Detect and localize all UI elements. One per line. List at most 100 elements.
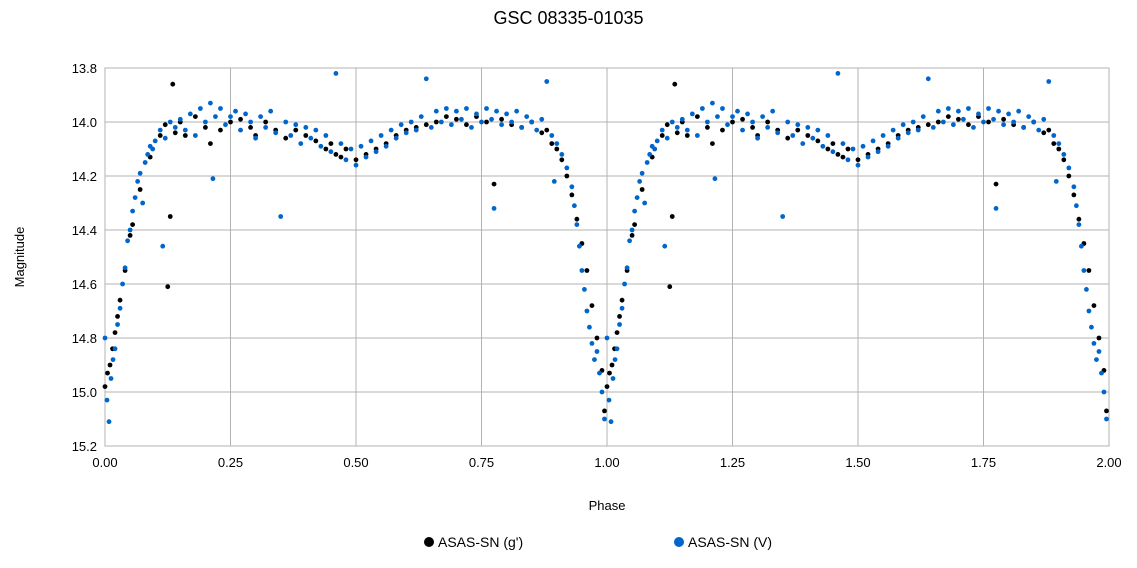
data-point-v [597,370,602,376]
data-point-v [1036,127,1042,133]
data-point-v [388,127,394,133]
data-point-v [594,349,600,354]
data-point-v [140,200,146,206]
data-point-g [710,141,715,147]
data-point-v [208,100,213,106]
data-point-g [602,408,607,414]
data-point-g [986,119,991,125]
data-point-g [454,116,459,122]
data-point-v [433,108,439,114]
x-tick-label: 0.25 [218,455,243,470]
data-point-g [182,133,188,138]
data-point-v [348,146,354,152]
data-point-v [182,127,188,133]
data-point-v [855,162,861,168]
data-point-v [172,125,178,130]
data-point-v [298,141,304,147]
data-point-v [152,138,158,144]
data-point-v [263,125,269,130]
data-point-v [587,324,592,330]
data-point-v [529,119,535,125]
data-point-v [679,116,685,122]
data-point-v [343,157,349,163]
data-point-v [820,143,826,149]
data-point-v [900,122,906,128]
y-tick-label: 15.2 [72,439,97,454]
data-point-g [617,314,622,319]
data-point-g [835,152,841,157]
data-point-v [443,106,449,111]
data-point-v [608,419,614,425]
data-point-v [735,108,740,114]
data-point-g [659,133,665,138]
data-point-v [1073,203,1079,209]
data-point-v [253,135,258,141]
data-point-v [602,416,607,422]
data-point-g [584,268,590,273]
data-point-g [672,81,678,87]
data-point-g [102,384,108,389]
data-point-g [328,141,334,147]
data-point-g [619,297,625,303]
data-point-g [248,125,253,130]
data-point-v [961,116,966,122]
data-point-v [664,135,670,141]
data-point-v [825,133,831,138]
data-point-g [815,138,821,144]
data-point-v [459,116,464,122]
legend-label-g: ASAS-SN (g') [438,534,524,550]
data-point-v [647,152,653,157]
data-point-v [644,160,650,165]
data-point-g [945,114,951,119]
data-point-v [403,130,409,136]
data-point-v [413,127,419,133]
data-point-v [1101,389,1107,395]
data-point-v [218,106,223,111]
data-point-v [925,76,931,82]
data-point-g [604,384,610,389]
data-point-v [318,143,324,149]
data-point-v [1089,324,1094,330]
data-point-v [654,138,660,144]
data-point-v [469,125,474,130]
data-point-v [750,119,755,125]
data-point-g [1056,146,1062,152]
data-point-v [383,143,389,149]
data-point-v [627,238,632,244]
data-point-v [604,335,610,341]
data-point-g [203,125,208,130]
x-tick-label: 1.00 [594,455,619,470]
data-point-g [1076,216,1082,222]
data-point-v [554,141,560,147]
data-point-v [890,127,896,133]
data-point-v [130,208,136,214]
data-point-v [569,184,575,190]
data-point-v [945,106,951,111]
data-point-v [504,111,509,117]
data-point-g [730,119,735,125]
data-point-v [514,108,520,114]
data-point-v [102,335,108,341]
data-point-v [710,100,715,106]
data-point-v [835,71,841,76]
data-point-v [187,111,193,117]
data-point-g [564,173,570,179]
data-point-v [720,106,725,111]
data-point-g [674,130,680,136]
data-point-g [343,146,349,152]
data-point-v [1006,111,1011,117]
data-point-v [674,125,680,130]
data-point-v [491,206,497,211]
x-tick-label: 2.00 [1096,455,1121,470]
data-point-g [130,222,136,228]
data-point-v [875,149,881,155]
legend-marker-v [674,537,684,547]
x-tick-label: 0.75 [469,455,494,470]
data-point-v [283,119,289,125]
data-point-v [639,170,645,176]
data-point-v [120,281,125,287]
data-point-v [323,133,329,138]
data-point-v [1026,114,1032,119]
data-point-g [117,297,123,303]
data-point-g [137,187,143,192]
